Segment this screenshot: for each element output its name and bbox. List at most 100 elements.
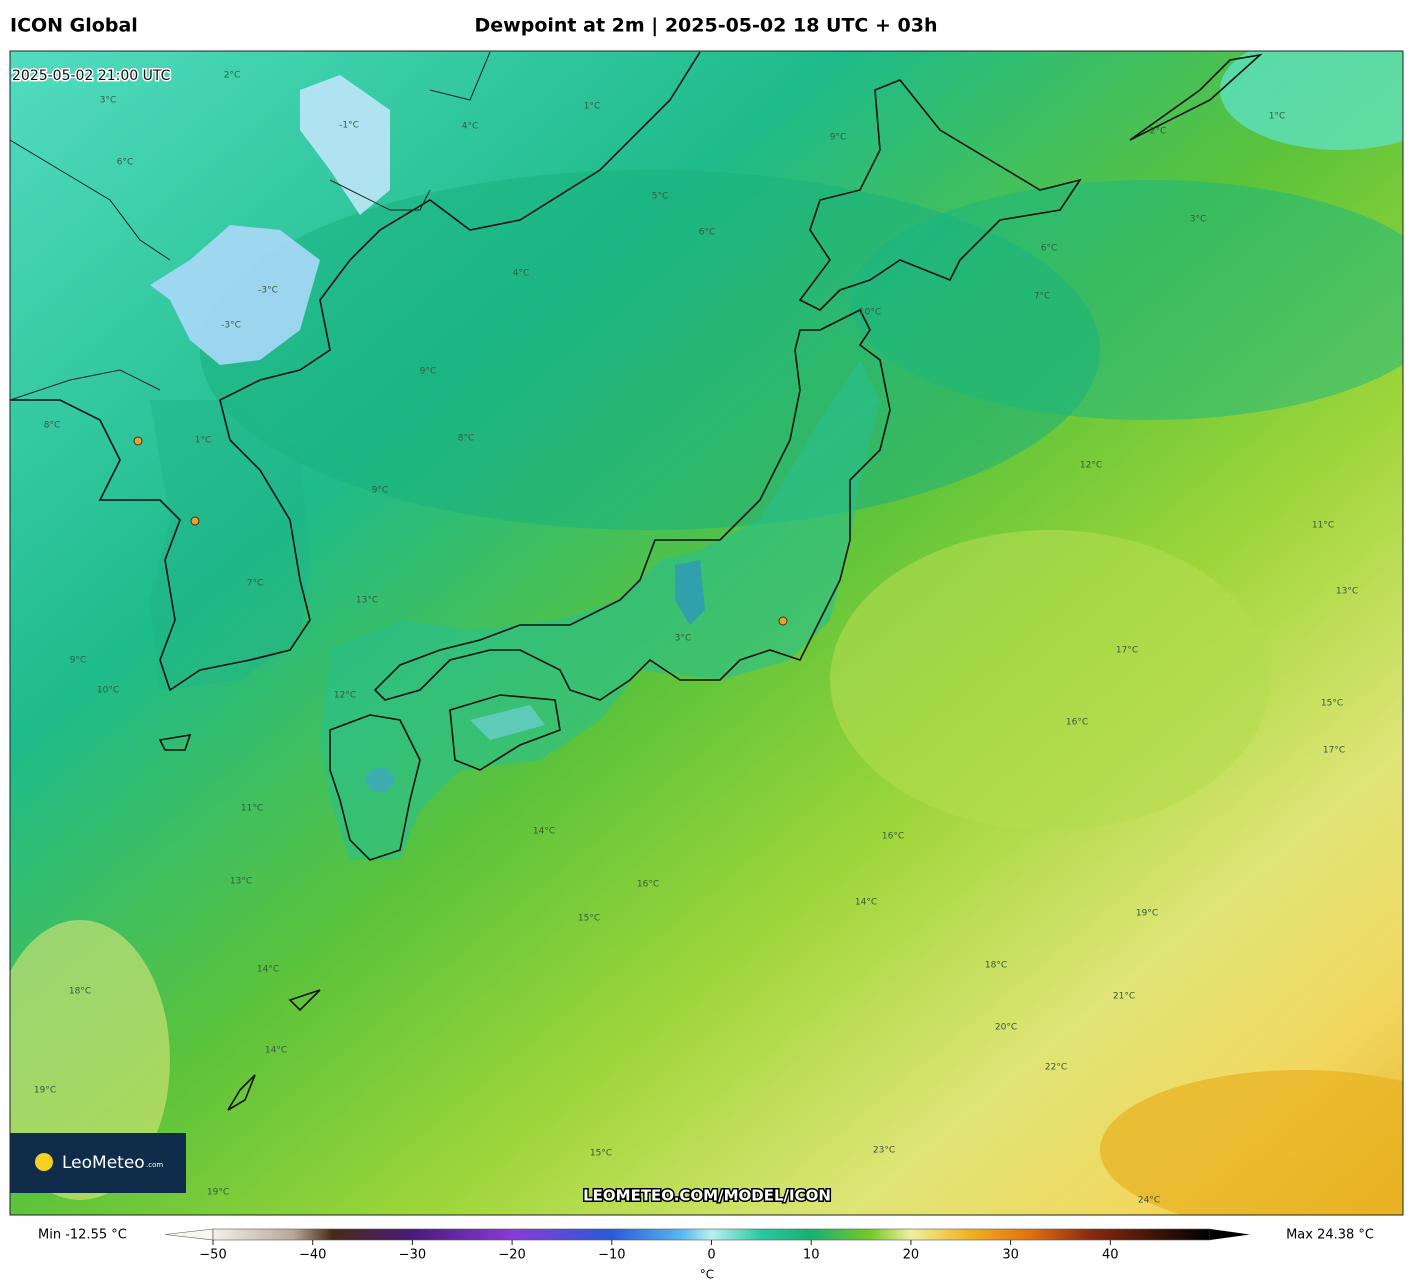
map-frame [9, 50, 1404, 1216]
min-label: Min -12.55 °C [38, 1228, 127, 1243]
map-title: Dewpoint at 2m | 2025-05-02 18 UTC + 03h [475, 15, 938, 37]
border [10, 51, 491, 401]
contour-label: 22°C [1045, 1063, 1067, 1073]
contour-label: 6°C [1041, 244, 1058, 254]
colorbar-extend-high [1210, 1229, 1250, 1240]
colorbar-tick-label: 20 [903, 1248, 920, 1263]
contour-label: 14°C [855, 898, 877, 908]
contour-label: 9°C [420, 367, 437, 377]
field-patch [850, 180, 1403, 420]
coastline [158, 733, 321, 1111]
colorbar-tick-label: −20 [498, 1248, 525, 1263]
contour-label: 5°C [652, 192, 669, 202]
contour-label: 1°C [1269, 112, 1286, 122]
city-marker [133, 436, 143, 446]
contour-label: 19°C [34, 1086, 56, 1096]
contour-label: 17°C [1116, 646, 1138, 656]
contour-label: 1°C [195, 436, 212, 446]
contour-label: 21°C [1113, 992, 1135, 1002]
contour-label: 13°C [230, 877, 252, 887]
field-patch [10, 920, 170, 1200]
contour-label: 14°C [533, 827, 555, 837]
contour-label: 9°C [70, 656, 87, 666]
map: 1°C 4°C 5°C 6°C 4°C 9°C 2°C 1°C 3°C 6°C 7°C 10°C 12°… [10, 51, 1403, 1215]
contour-label: 3°C [1190, 215, 1207, 225]
logo-name: LeoMeteo [62, 1153, 145, 1173]
contour-label: 11°C [1312, 521, 1334, 531]
colorbar-tick-label: 0 [707, 1248, 715, 1263]
colorbar-tick-label: −50 [199, 1248, 226, 1263]
contour-labels: 1°C 4°C 5°C 6°C 4°C 9°C 2°C 1°C 3°C 6°C 7°C 10°C 12°… [34, 71, 1358, 1206]
contour-label: 12°C [334, 691, 356, 701]
coastline [329, 714, 421, 861]
contour-label: 3°C [100, 96, 117, 106]
model-name: ICON Global [10, 15, 138, 37]
contour-label: 12°C [1080, 461, 1102, 471]
contour-label: 13°C [1336, 587, 1358, 597]
contour-label: 6°C [117, 158, 134, 168]
colorbar-tick-label: 40 [1102, 1248, 1119, 1263]
contour-label: 9°C [830, 133, 847, 143]
contour-label: 9°C [372, 486, 389, 496]
colorbar-tick-label: −30 [399, 1248, 426, 1263]
colorbar-tick-label: 10 [803, 1248, 820, 1263]
contour-label: 11°C [241, 804, 263, 814]
coastline [449, 694, 561, 771]
max-label: Max 24.38 °C [1286, 1228, 1374, 1243]
field-patch [1100, 1070, 1403, 1215]
contour-label: 6°C [699, 228, 716, 238]
city-marker [190, 516, 200, 526]
contour-label: 7°C [247, 579, 264, 589]
contour-label: 10°C [97, 686, 119, 696]
contour-label: 14°C [265, 1046, 287, 1056]
coastline [798, 79, 1082, 311]
contour-label: 2°C [224, 71, 241, 81]
land-field [150, 400, 310, 690]
logo-sun [35, 1153, 53, 1171]
contour-label: 8°C [458, 434, 475, 444]
contour-label: 7°C [1034, 292, 1051, 302]
contour-label: 16°C [882, 832, 904, 842]
contour-label: 15°C [1321, 699, 1343, 709]
field-patch [830, 530, 1270, 830]
contour-label: 4°C [513, 269, 530, 279]
colorbar-tick-label: −10 [598, 1248, 625, 1263]
colorbar-unit: °C [700, 1268, 714, 1282]
contour-label: 24°C [1138, 1196, 1160, 1206]
contour-label: 16°C [1066, 718, 1088, 728]
contour-label: 18°C [69, 987, 91, 997]
contour-label: 16°C [637, 880, 659, 890]
coastline [10, 399, 311, 692]
contour-label: 19°C [1136, 909, 1158, 919]
colorbar: −50 −40 −30 −20 −10 0 10 20 30 40 [164, 1228, 1250, 1263]
coastline [373, 308, 891, 701]
dry-area [300, 75, 390, 215]
coastline [1129, 53, 1263, 141]
contour-label: 2°C [1150, 127, 1167, 137]
contour-label: 4°C [462, 122, 479, 132]
colorbar-tick-label: 30 [1002, 1248, 1019, 1263]
colorbar-extend-low [164, 1228, 214, 1241]
contour-label: 18°C [985, 961, 1007, 971]
contour-label: 17°C [1323, 746, 1345, 756]
contour-label: 3°C [675, 634, 692, 644]
colorbar-tick-label: −40 [299, 1248, 326, 1263]
colorbar-bar [212, 1228, 1211, 1241]
contour-label: 15°C [578, 914, 600, 924]
contour-label: -3°C [221, 321, 241, 331]
contour-label: 8°C [44, 421, 61, 431]
contour-label: 10°C [859, 308, 881, 318]
valid-time: 2025-05-02 21:00 UTC [12, 68, 171, 84]
city-marker [778, 616, 788, 626]
field-patch [1220, 51, 1403, 150]
dry-area [150, 225, 320, 365]
logo-suffix: .com [146, 1161, 163, 1169]
watermark: LEOMETEO.COM/MODEL/ICON [583, 1187, 831, 1205]
contour-label: 1°C [584, 102, 601, 112]
contour-label: 14°C [257, 965, 279, 975]
contour-label: -3°C [258, 286, 278, 296]
contour-label: -1°C [339, 121, 359, 131]
contour-label: 13°C [356, 596, 378, 606]
contour-label: 15°C [590, 1149, 612, 1159]
